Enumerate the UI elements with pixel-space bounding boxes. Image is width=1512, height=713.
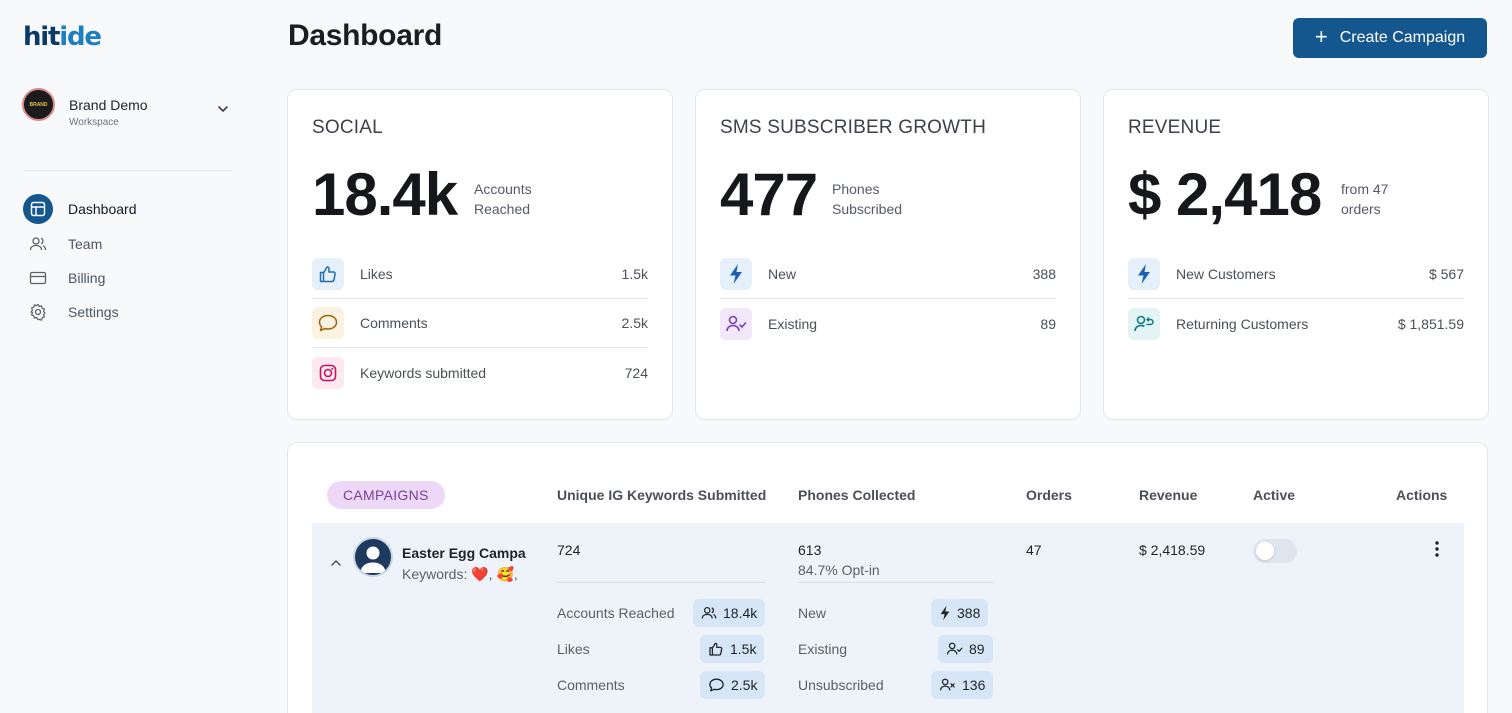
page-title: Dashboard [288, 19, 442, 52]
revenue-card: REVENUE $ 2,418 from 47 orders New Custo… [1103, 89, 1489, 420]
ig-keywords-value: 724 [557, 542, 581, 558]
comment-icon [709, 678, 724, 692]
column-header-orders[interactable]: Orders [1026, 487, 1072, 503]
new-chip: 388 [931, 599, 989, 627]
users-icon [701, 607, 717, 619]
campaign-name[interactable]: Easter Egg Campa [402, 545, 526, 561]
user-check-icon [720, 307, 752, 340]
user-return-icon [1128, 307, 1160, 340]
workspace-avatar: BRAND [22, 88, 55, 121]
column-header-revenue[interactable]: Revenue [1139, 487, 1198, 503]
campaign-avatar [353, 537, 393, 577]
thumbs-up-icon [709, 642, 723, 656]
sidebar: hitide BRAND Brand Demo Workspace Dashbo… [0, 0, 260, 713]
sidebar-item-dashboard[interactable]: Dashboard [23, 194, 234, 224]
workspace-switcher[interactable]: BRAND Brand Demo Workspace [22, 88, 234, 128]
gear-icon [23, 297, 53, 327]
workspace-name: Brand Demo [69, 97, 148, 113]
bolt-icon [940, 605, 950, 621]
list-item: Existing 89 [720, 299, 1056, 348]
divider [557, 582, 766, 583]
users-icon [23, 229, 53, 259]
card-title: SMS SUBSCRIBER GROWTH [720, 117, 986, 138]
list-item: New 388 [720, 250, 1056, 299]
sms-growth-card: SMS SUBSCRIBER GROWTH 477 Phones Subscri… [695, 89, 1081, 420]
chevron-up-icon[interactable] [329, 557, 343, 569]
detail-label: New [798, 605, 827, 621]
optin-rate: 84.7% Opt-in [798, 562, 880, 578]
thumbs-up-icon [312, 258, 344, 290]
instagram-icon [312, 356, 344, 389]
card-value-label: Phones Subscribed [832, 181, 903, 217]
card-value-label: from 47 orders [1341, 181, 1389, 217]
bolt-icon [1128, 258, 1160, 290]
detail-label: Existing [798, 641, 848, 657]
detail-label: Unsubscribed [798, 677, 884, 693]
active-toggle[interactable] [1253, 539, 1297, 563]
hitide-logo[interactable]: hitide [23, 22, 102, 52]
sidebar-item-billing[interactable]: Billing [24, 264, 234, 292]
layout-icon [23, 194, 53, 224]
workspace-subtitle: Workspace [69, 117, 119, 128]
campaigns-tab[interactable]: CAMPAIGNS [327, 481, 445, 509]
detail-label: Accounts Reached [557, 605, 675, 621]
toggle-knob [1256, 542, 1274, 560]
create-campaign-button[interactable]: + Create Campaign [1293, 18, 1487, 58]
sidebar-item-settings[interactable]: Settings [24, 298, 234, 326]
list-item: Keywords submitted 724 [312, 348, 648, 397]
bolt-icon [720, 258, 752, 290]
column-header-actions: Actions [1396, 487, 1448, 503]
sidebar-divider [24, 170, 232, 171]
list-item: Comments 2.5k [312, 299, 648, 348]
card-value: $ 2,418 [1128, 161, 1322, 228]
existing-chip: 89 [938, 635, 993, 663]
card-title: SOCIAL [312, 117, 383, 138]
campaign-keywords: Keywords: ❤️, 🥰, [402, 566, 518, 582]
phones-value: 613 [798, 542, 822, 558]
card-rows: New 388 Existing 89 [720, 250, 1056, 348]
comment-icon [312, 307, 344, 339]
likes-chip: 1.5k [700, 635, 765, 663]
accounts-reached-chip: 18.4k [693, 599, 766, 627]
card-rows: New Customers $ 567 Returning Customers … [1128, 250, 1464, 348]
unsubscribed-chip: 136 [931, 671, 994, 699]
column-header-ig-keywords[interactable]: Unique IG Keywords Submitted [557, 487, 767, 503]
user-x-icon [939, 678, 955, 691]
social-card: SOCIAL 18.4k Accounts Reached Likes 1.5k… [287, 89, 673, 420]
comments-chip: 2.5k [700, 671, 766, 699]
chevron-down-icon[interactable] [216, 102, 230, 116]
list-item: Likes 1.5k [312, 250, 648, 299]
sidebar-item-team[interactable]: Team [24, 230, 234, 258]
orders-value: 47 [1026, 542, 1042, 558]
card-value-label: Accounts Reached [474, 181, 532, 217]
column-header-active[interactable]: Active [1253, 487, 1296, 503]
card-icon [23, 263, 53, 293]
revenue-value: $ 2,418.59 [1139, 542, 1206, 558]
detail-label: Likes [557, 641, 590, 657]
card-title: REVENUE [1128, 117, 1222, 138]
divider [798, 582, 993, 583]
card-value: 477 [720, 161, 818, 228]
list-item: Returning Customers $ 1,851.59 [1128, 299, 1464, 348]
column-header-phones[interactable]: Phones Collected [798, 487, 916, 503]
detail-label: Comments [557, 677, 625, 693]
card-value: 18.4k [312, 161, 458, 228]
plus-icon: + [1314, 24, 1328, 49]
list-item: New Customers $ 567 [1128, 250, 1464, 299]
card-rows: Likes 1.5k Comments 2.5k Keywords submit… [312, 250, 648, 397]
more-vertical-icon[interactable] [1430, 539, 1444, 559]
user-check-icon [946, 642, 963, 655]
